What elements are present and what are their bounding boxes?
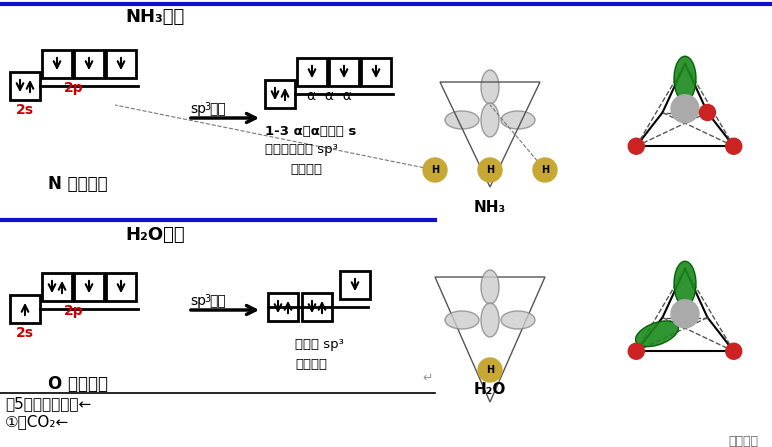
Text: sp: sp [190, 102, 206, 116]
Text: sp: sp [190, 294, 206, 308]
Ellipse shape [674, 261, 696, 306]
Ellipse shape [501, 111, 535, 129]
Text: α  α  α: α α α [306, 89, 351, 103]
Ellipse shape [445, 111, 479, 129]
Bar [297, 58, 327, 86]
Bar [106, 273, 136, 301]
Ellipse shape [501, 311, 535, 329]
Bar [10, 72, 40, 100]
Text: H: H [541, 165, 549, 175]
Text: 2s: 2s [16, 103, 34, 117]
Ellipse shape [481, 70, 499, 104]
Text: 杂化: 杂化 [209, 294, 225, 308]
Bar [340, 271, 370, 299]
Text: H: H [486, 365, 494, 375]
Text: 成分）不等性 sp³: 成分）不等性 sp³ [265, 143, 338, 156]
Text: ①、CO₂←: ①、CO₂← [5, 414, 69, 429]
Text: ↵: ↵ [422, 372, 432, 385]
Ellipse shape [481, 270, 499, 304]
Circle shape [628, 138, 645, 154]
Bar [361, 58, 391, 86]
Circle shape [671, 95, 699, 123]
Text: N 原子基态: N 原子基态 [48, 175, 108, 193]
Text: H: H [431, 165, 439, 175]
Circle shape [671, 300, 699, 328]
Text: 2s: 2s [16, 326, 34, 340]
Circle shape [628, 343, 645, 359]
Text: H: H [486, 165, 494, 175]
Circle shape [478, 158, 502, 182]
Text: 2p: 2p [64, 81, 84, 95]
Ellipse shape [445, 311, 479, 329]
Bar [329, 58, 359, 86]
Circle shape [699, 105, 716, 121]
Text: H₂O: H₂O [474, 382, 506, 397]
Ellipse shape [635, 321, 679, 346]
Ellipse shape [481, 103, 499, 137]
Bar [268, 293, 298, 321]
Bar [74, 50, 104, 78]
Ellipse shape [481, 303, 499, 337]
Circle shape [423, 158, 447, 182]
Text: 1-3 α（α代表含 s: 1-3 α（α代表含 s [265, 125, 357, 138]
Text: （5）、部分杂化←: （5）、部分杂化← [5, 396, 91, 411]
Text: NH₃: NH₃ [474, 200, 506, 215]
Text: 3: 3 [204, 294, 210, 304]
Text: 不等性 sp³: 不等性 sp³ [295, 338, 344, 351]
Text: NH₃分子: NH₃分子 [125, 8, 185, 26]
Bar [74, 273, 104, 301]
Circle shape [726, 343, 742, 359]
Bar [302, 293, 332, 321]
Text: 漫游药化: 漫游药化 [728, 435, 758, 447]
Text: 3: 3 [204, 102, 210, 112]
Text: 杂化轨道: 杂化轨道 [295, 358, 327, 371]
Text: H₂O分子: H₂O分子 [125, 226, 185, 244]
Bar [265, 80, 295, 108]
Circle shape [478, 358, 502, 382]
Bar [42, 50, 72, 78]
Text: 杂化轨道: 杂化轨道 [290, 163, 322, 176]
Bar [106, 50, 136, 78]
Circle shape [533, 158, 557, 182]
Bar [10, 295, 40, 323]
Bar [42, 273, 72, 301]
Text: 杂化: 杂化 [209, 102, 225, 116]
Ellipse shape [674, 56, 696, 101]
Circle shape [726, 138, 742, 154]
Text: 2p: 2p [64, 304, 84, 318]
Text: O 原子基态: O 原子基态 [48, 375, 108, 393]
